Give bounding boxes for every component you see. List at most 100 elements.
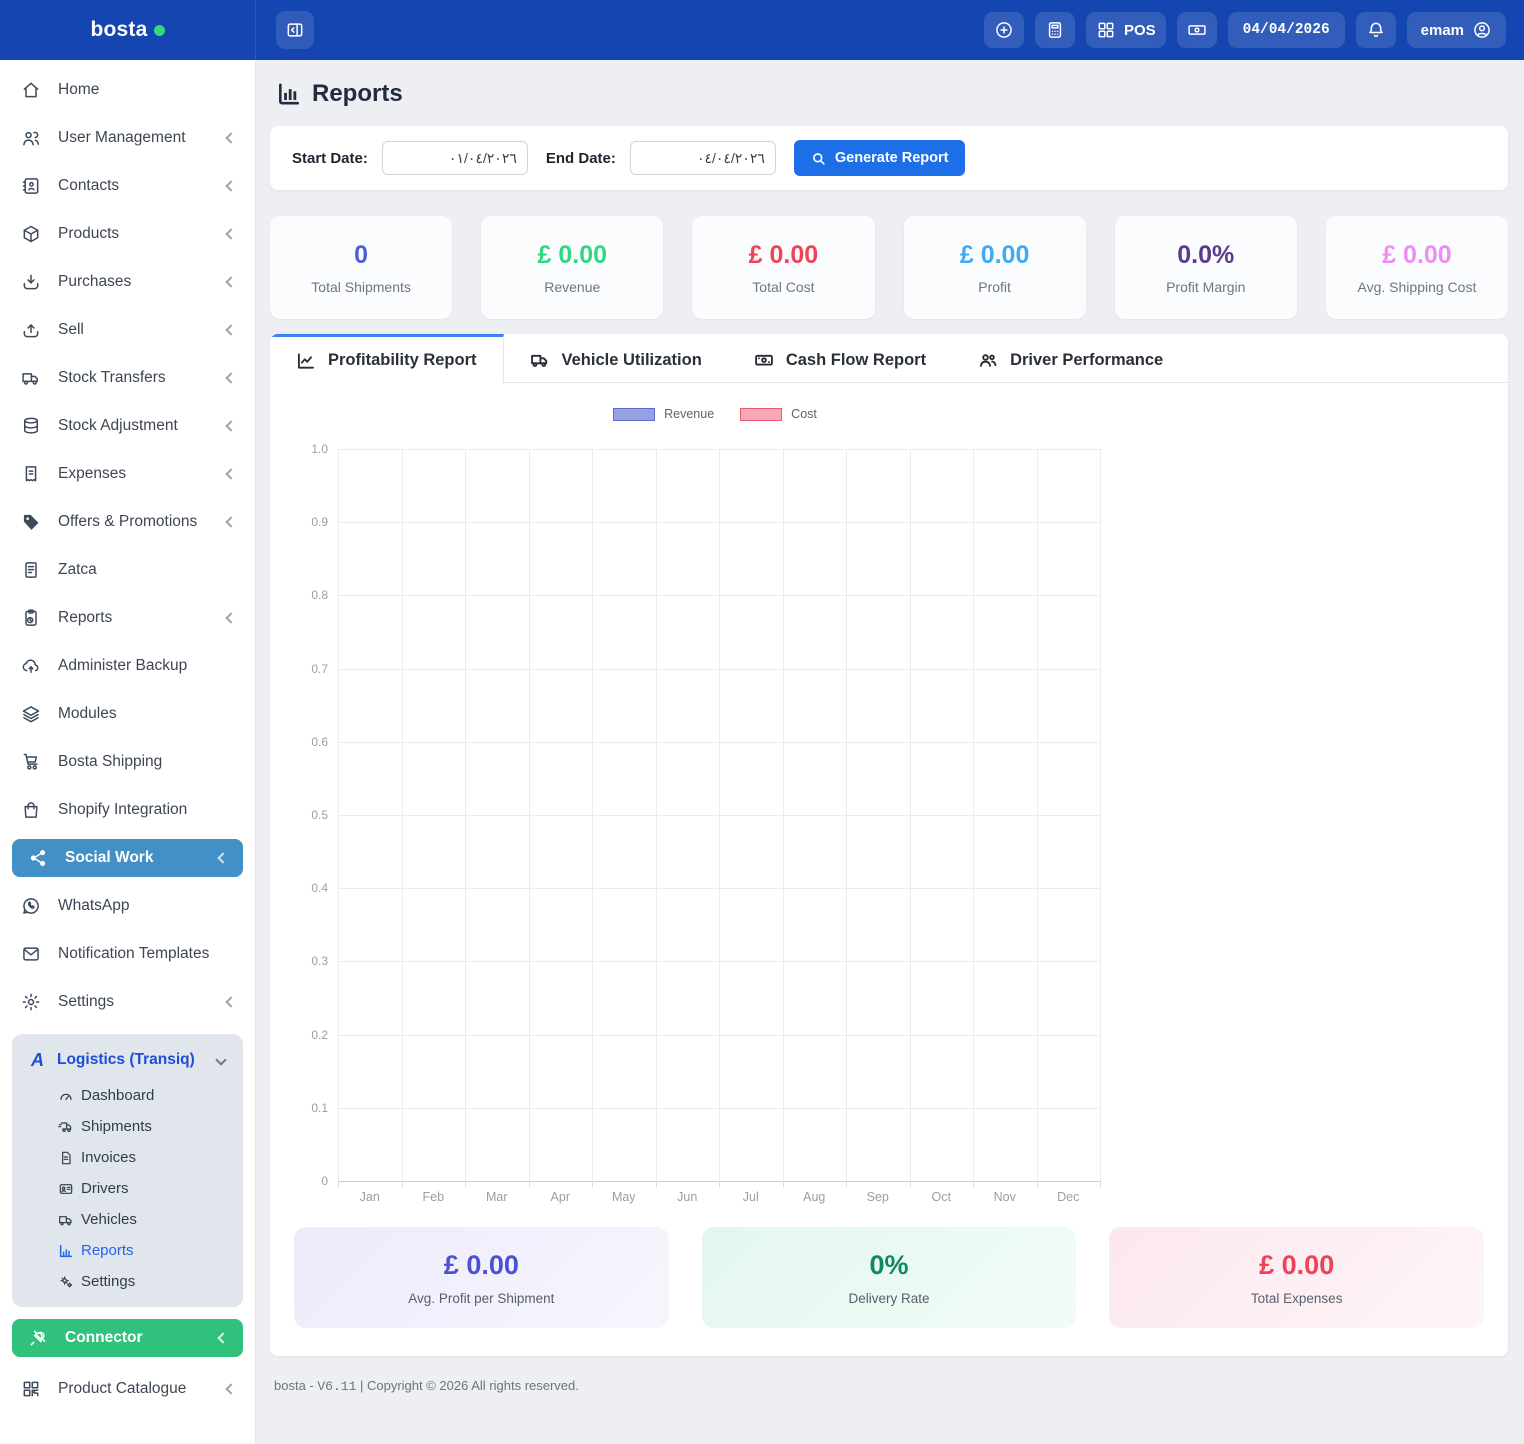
legend-swatch-cost (740, 407, 783, 421)
sidebar-subitem-reports[interactable]: Reports (22, 1235, 233, 1266)
truck-icon (530, 350, 552, 370)
add-button[interactable] (983, 12, 1024, 48)
y-tick-label: 0.4 (311, 881, 328, 896)
sidebar-item-product-catalogue[interactable]: Product Catalogue (0, 1365, 255, 1413)
stat-label: Total Shipments (311, 278, 411, 295)
tab-label: Profitability Report (328, 351, 477, 369)
cash-register-button[interactable] (1176, 12, 1217, 48)
brand-logo: bosta (90, 18, 148, 41)
chevron-left-icon (225, 996, 237, 1008)
sidebar-item-connector[interactable]: Connector (12, 1319, 243, 1357)
sidebar-item-stock-adjustment[interactable]: Stock Adjustment (0, 402, 255, 450)
x-tick-label: Mar (485, 1190, 508, 1204)
sidebar-item-expenses[interactable]: Expenses (0, 450, 255, 498)
sidebar-item-whatsapp[interactable]: WhatsApp (0, 882, 255, 930)
summary-value: 0% (869, 1249, 909, 1280)
sidebar-subitem-shipments[interactable]: Shipments (22, 1111, 233, 1142)
sidebar-item-notification-templates[interactable]: Notification Templates (0, 930, 255, 978)
sidebar-item-user-management[interactable]: User Management (0, 114, 255, 162)
tab-cash-flow-report[interactable]: Cash Flow Report (728, 334, 952, 382)
sidebar-subitem-drivers[interactable]: Drivers (22, 1173, 233, 1204)
sidebar-item-logistics-transiq[interactable]: A Logistics (Transiq) (22, 1040, 233, 1080)
pos-button[interactable]: POS (1085, 12, 1166, 48)
sidebar-collapse-icon (287, 23, 303, 37)
tab-vehicle-utilization[interactable]: Vehicle Utilization (504, 334, 728, 382)
sidebar-item-label: Settings (58, 993, 115, 1010)
legend-item-cost[interactable]: Cost (740, 407, 817, 421)
sidebar-item-bosta-shipping[interactable]: Bosta Shipping (0, 738, 255, 786)
sidebar-item-label: Product Catalogue (58, 1380, 187, 1397)
end-date-input[interactable] (629, 141, 776, 175)
home-icon (21, 80, 43, 100)
sidebar-item-home[interactable]: Home (0, 66, 255, 114)
topbar-actions: POS 04/04/2026 emam (983, 12, 1506, 48)
tab-profitability-report[interactable]: Profitability Report (270, 334, 504, 383)
sidebar-item-products[interactable]: Products (0, 210, 255, 258)
line-chart-icon (296, 351, 318, 371)
sidebar-item-shopify-integration[interactable]: Shopify Integration (0, 786, 255, 834)
stat-card-avg-shipping-cost: £ 0.00 Avg. Shipping Cost (1325, 216, 1509, 319)
generate-report-button[interactable]: Generate Report (793, 140, 965, 176)
y-tick-label: 0.2 (311, 1027, 328, 1042)
sidebar-item-purchases[interactable]: Purchases (0, 258, 255, 306)
users-group-icon (978, 350, 1000, 370)
footer-copyright: | Copyright © 2026 All rights reserved. (356, 1378, 579, 1393)
sidebar-item-reports[interactable]: Reports (0, 594, 255, 642)
report-tabs: Profitability Report Vehicle Utilization… (270, 334, 1508, 383)
x-tick-label: Sep (866, 1190, 889, 1204)
chevron-left-icon (225, 228, 237, 240)
truck-icon (21, 368, 43, 388)
y-tick-label: 0.7 (311, 661, 328, 676)
page-title: Reports (312, 80, 403, 107)
search-icon (812, 152, 825, 165)
tab-driver-performance[interactable]: Driver Performance (952, 334, 1189, 382)
envelope-icon (21, 944, 43, 964)
sidebar-item-label: Purchases (58, 273, 132, 290)
summary-value: £ 0.00 (443, 1249, 519, 1280)
x-tick-label: Jan (359, 1190, 380, 1204)
sidebar-item-label: WhatsApp (58, 897, 130, 914)
user-circle-icon (1474, 22, 1490, 38)
username-label: emam (1420, 21, 1464, 39)
chart-legend: Revenue Cost (324, 401, 1106, 423)
tag-icon (21, 512, 43, 532)
whatsapp-icon (21, 896, 43, 916)
sidebar-subitem-settings[interactable]: Settings (22, 1266, 233, 1297)
sidebar-item-offers-promotions[interactable]: Offers & Promotions (0, 498, 255, 546)
date-badge[interactable]: 04/04/2026 (1227, 12, 1345, 48)
y-tick-label: 1.0 (311, 442, 328, 456)
y-tick-label: 0.1 (311, 1100, 328, 1115)
sidebar-subitem-vehicles[interactable]: Vehicles (22, 1204, 233, 1235)
users-icon (21, 128, 43, 148)
user-menu-button[interactable]: emam (1406, 12, 1506, 48)
sidebar-item-modules[interactable]: Modules (0, 690, 255, 738)
x-tick-label: Jul (742, 1190, 759, 1204)
sidebar-item-label: Stock Transfers (58, 369, 166, 386)
sidebar-item-stock-transfers[interactable]: Stock Transfers (0, 354, 255, 402)
address-book-icon (21, 176, 43, 196)
sidebar-collapse-button[interactable] (276, 11, 314, 49)
chevron-left-icon (225, 180, 237, 192)
top-bar: bosta POS 04/04/2026 emam (0, 0, 1524, 60)
logistics-section: A Logistics (Transiq) Dashboard Shipment… (12, 1034, 243, 1307)
sidebar-item-social-work[interactable]: Social Work (12, 839, 243, 877)
x-tick-label: Feb (422, 1190, 445, 1204)
calculator-button[interactable] (1034, 12, 1075, 48)
sidebar-subitem-invoices[interactable]: Invoices (22, 1142, 233, 1173)
sidebar-item-contacts[interactable]: Contacts (0, 162, 255, 210)
clipboard-clock-icon (21, 608, 43, 628)
sidebar-item-administer-backup[interactable]: Administer Backup (0, 642, 255, 690)
profitability-chart: Revenue Cost 1.0 0.9 0.8 0.7 0.6 0.5 0.4 0.3 0.2… (294, 401, 1106, 1213)
legend-item-revenue[interactable]: Revenue (613, 407, 714, 421)
sidebar-subitem-dashboard[interactable]: Dashboard (22, 1080, 233, 1111)
sidebar-item-zatca[interactable]: Zatca (0, 546, 255, 594)
receipt-icon (21, 464, 43, 484)
sidebar-item-sell[interactable]: Sell (0, 306, 255, 354)
calculator-icon (1048, 22, 1062, 38)
sidebar-item-settings[interactable]: Settings (0, 978, 255, 1026)
report-card: Profitability Report Vehicle Utilization… (270, 334, 1508, 1356)
stats-row: 0 Total Shipments £ 0.00 Revenue £ 0.00 … (270, 216, 1509, 319)
start-date-input[interactable] (381, 141, 528, 175)
notifications-button[interactable] (1355, 12, 1396, 48)
main-content: Reports Start Date: End Date: Generate R… (256, 60, 1524, 1444)
